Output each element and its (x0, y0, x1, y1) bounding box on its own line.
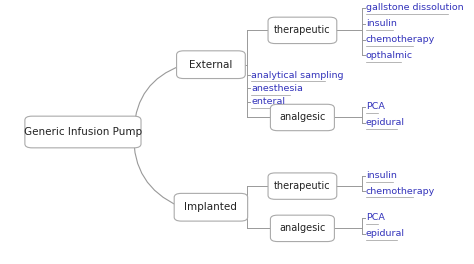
Text: analgesic: analgesic (279, 112, 326, 122)
FancyBboxPatch shape (270, 215, 334, 242)
FancyBboxPatch shape (270, 104, 334, 131)
Text: analgesic: analgesic (279, 223, 326, 233)
Text: anesthesia: anesthesia (251, 84, 303, 93)
Text: epidural: epidural (366, 229, 405, 238)
FancyBboxPatch shape (174, 193, 247, 221)
Text: analytical sampling: analytical sampling (251, 71, 344, 80)
Text: insulin: insulin (366, 171, 397, 180)
FancyBboxPatch shape (268, 17, 337, 44)
FancyArrowPatch shape (134, 135, 179, 206)
FancyBboxPatch shape (25, 116, 141, 148)
Text: epidural: epidural (366, 118, 405, 127)
Text: PCA: PCA (366, 213, 385, 222)
Text: Implanted: Implanted (184, 202, 237, 212)
Text: External: External (189, 60, 233, 70)
Text: insulin: insulin (366, 19, 397, 28)
Text: therapeutic: therapeutic (274, 181, 331, 191)
FancyBboxPatch shape (176, 51, 246, 79)
FancyArrowPatch shape (134, 65, 181, 129)
Text: therapeutic: therapeutic (274, 25, 331, 35)
Text: chemotherapy: chemotherapy (366, 187, 435, 196)
Text: gallstone dissolution: gallstone dissolution (366, 3, 464, 12)
Text: opthalmic: opthalmic (366, 51, 413, 60)
Text: Generic Infusion Pump: Generic Infusion Pump (24, 127, 142, 137)
Text: chemotherapy: chemotherapy (366, 35, 435, 44)
FancyBboxPatch shape (268, 173, 337, 199)
Text: enteral: enteral (251, 97, 285, 106)
Text: PCA: PCA (366, 102, 385, 111)
